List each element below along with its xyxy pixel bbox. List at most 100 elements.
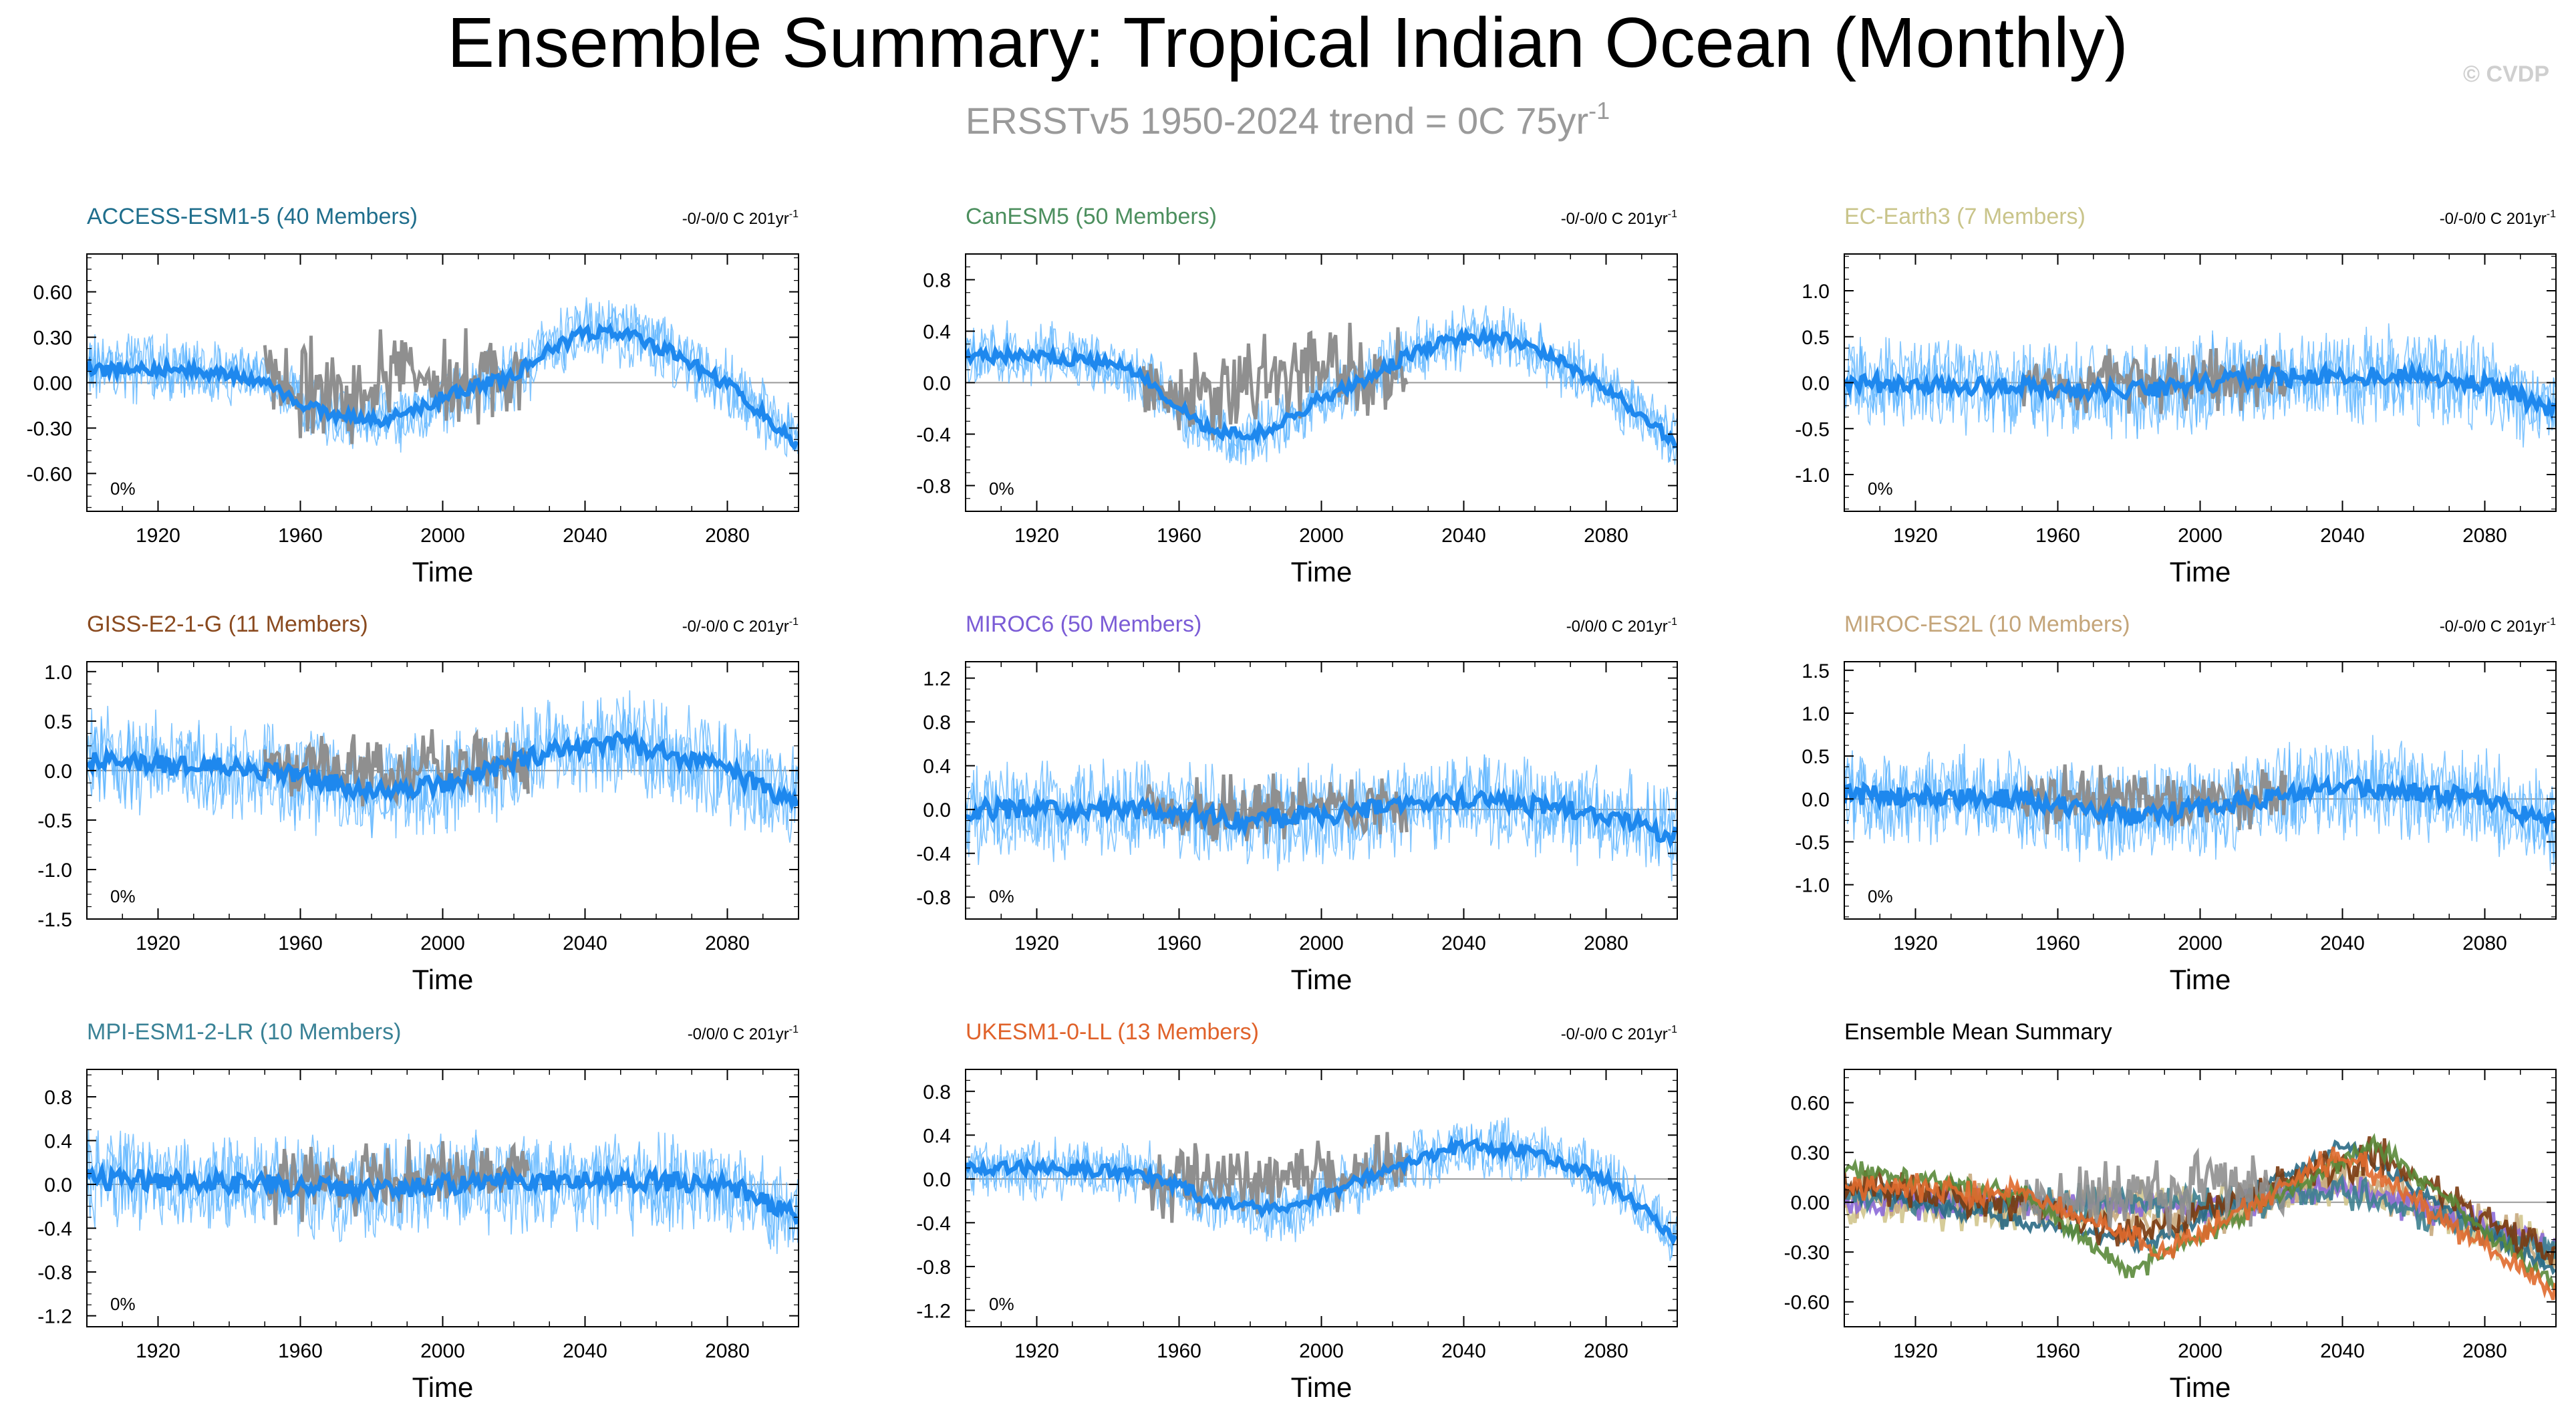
percent-annotation: 0% (110, 479, 136, 499)
y-tick-label: 0.5 (1802, 746, 1830, 768)
ensemble-member-spread (87, 690, 799, 838)
observations-line (263, 729, 530, 807)
y-tick-label: 0.30 (1791, 1142, 1830, 1164)
trend-superscript: -1 (2547, 616, 2556, 628)
y-tick-label: 1.0 (1802, 703, 1830, 725)
trend-superscript: -1 (789, 1024, 799, 1035)
y-tick-label: 0.8 (44, 1087, 72, 1109)
y-tick-label: -1.2 (916, 1300, 951, 1322)
panel-title: CanESM5 (50 Members) (966, 204, 1217, 229)
y-tick-label: -0.5 (1795, 418, 1830, 440)
x-tick-label: 2080 (705, 1340, 750, 1362)
x-tick-label: 2000 (2178, 1340, 2223, 1362)
x-tick-label: 2080 (2462, 932, 2507, 954)
x-tick-label: 1920 (136, 932, 180, 954)
panel-3: EC-Earth3 (7 Members) -0/-0/0 C 201yr-1 19… (1795, 204, 2557, 588)
observations-line (2020, 348, 2287, 414)
y-tick-label: -0.8 (916, 1257, 951, 1279)
y-tick-label: -0.4 (916, 844, 951, 866)
y-tick-label: -0.4 (37, 1218, 72, 1241)
x-tick-label: 1920 (1893, 932, 1938, 954)
x-tick-label: 1960 (278, 932, 323, 954)
x-tick-label: 2080 (2462, 525, 2507, 547)
observations-line (2020, 764, 2287, 835)
y-tick-label: 1.2 (923, 668, 951, 690)
x-tick-label: 2040 (2320, 525, 2365, 547)
x-tick-label: 1960 (2035, 525, 2080, 547)
panel-5: MIROC6 (50 Members) -0/0/0 C 201yr-1 1920 1… (916, 612, 1678, 995)
plot-area (1844, 735, 2556, 872)
y-tick-label: 0.0 (1802, 373, 1830, 395)
plot-area (966, 754, 1677, 882)
panel-title: UKESM1-0-LL (13 Members) (966, 1019, 1259, 1045)
ensemble-mean-line (87, 1161, 799, 1225)
x-axis-label: Time (2170, 964, 2231, 995)
x-axis-label: Time (1291, 1372, 1352, 1403)
x-tick-label: 2040 (1441, 525, 1486, 547)
panel-title: GISS-E2-1-G (11 Members) (87, 612, 368, 637)
y-tick-label: 0.8 (923, 1081, 951, 1104)
ensemble-mean-line (1844, 359, 2556, 422)
series-line-ukesm1-0-ll (1844, 1146, 2556, 1301)
panel-title: EC-Earth3 (7 Members) (1844, 204, 2086, 229)
y-tick-label: -1.5 (37, 909, 72, 931)
x-tick-label: 2000 (2178, 932, 2223, 954)
y-tick-label: -0.8 (916, 476, 951, 498)
x-tick-label: 1920 (1893, 1340, 1938, 1362)
panel-title: Ensemble Mean Summary (1844, 1019, 2112, 1045)
percent-annotation: 0% (1868, 886, 1893, 906)
series-line-giss-e2-1-g (1844, 1136, 2556, 1265)
x-tick-label: 1960 (278, 1340, 323, 1362)
trend-superscript: -1 (789, 616, 799, 628)
trend-annotation: -0/-0/0 C 201yr-1 (1561, 209, 1677, 228)
y-tick-label: 0.60 (1791, 1093, 1830, 1115)
percent-annotation: 0% (110, 1294, 136, 1314)
y-tick-label: 0.8 (923, 270, 951, 292)
figure-subtitle: ERSSTv5 1950-2024 trend = 0C 75yr-1 (966, 97, 1610, 142)
y-tick-label: 0.0 (44, 761, 72, 783)
ensemble-mean-line (966, 783, 1677, 850)
ensemble-mean-line (1844, 772, 2556, 837)
y-tick-label: 0.00 (33, 373, 72, 395)
x-tick-label: 2040 (2320, 1340, 2365, 1362)
ensemble-member-spread (966, 307, 1677, 465)
x-tick-label: 2040 (2320, 932, 2365, 954)
x-tick-label: 2040 (563, 525, 607, 547)
x-tick-label: 2000 (420, 525, 465, 547)
percent-annotation: 0% (989, 479, 1014, 499)
plot-area (1844, 323, 2556, 448)
x-tick-label: 1920 (1014, 1340, 1059, 1362)
y-tick-label: 0.0 (923, 373, 951, 395)
x-tick-label: 1920 (1014, 525, 1059, 547)
ensemble-member-spread (1844, 742, 2556, 872)
y-tick-label: -0.4 (916, 424, 951, 446)
series-line-access-esm1-5 (1844, 1139, 2556, 1275)
ensemble-mean-line (87, 322, 799, 451)
x-tick-label: 1960 (2035, 1340, 2080, 1362)
y-tick-label: 0.00 (1791, 1192, 1830, 1214)
trend-superscript: -1 (1668, 616, 1677, 628)
trend-superscript: -1 (1668, 209, 1677, 220)
figure-title: Ensemble Summary: Tropical Indian Ocean … (447, 3, 2128, 82)
y-tick-label: 0.8 (923, 712, 951, 734)
panel-9: Ensemble Mean Summary 1920 1960 2000 2040 208… (1784, 1019, 2557, 1403)
trend-text: -0/-0/0 C 201yr (682, 210, 789, 228)
y-tick-label: 0.0 (44, 1174, 72, 1196)
y-tick-label: 0.4 (923, 756, 951, 778)
y-tick-label: 0.5 (1802, 327, 1830, 349)
x-tick-label: 2000 (1299, 932, 1344, 954)
panel-1: ACCESS-ESM1-5 (40 Members) -0/-0/0 C 201y… (27, 204, 799, 588)
observations-line (1141, 1132, 1409, 1223)
trend-text: -0/-0/0 C 201yr (2440, 618, 2547, 636)
x-tick-label: 2080 (705, 525, 750, 547)
x-axis-label: Time (1291, 556, 1352, 588)
trend-text: -0/-0/0 C 201yr (2440, 210, 2547, 228)
trend-superscript: -1 (2547, 209, 2556, 220)
ensemble-mean-line (87, 728, 799, 813)
x-tick-label: 1920 (136, 525, 180, 547)
trend-superscript: -1 (789, 209, 799, 220)
x-tick-label: 2080 (1584, 525, 1628, 547)
x-tick-label: 1920 (1014, 932, 1059, 954)
y-tick-label: -0.60 (27, 463, 72, 485)
y-tick-label: 0.5 (44, 711, 72, 733)
